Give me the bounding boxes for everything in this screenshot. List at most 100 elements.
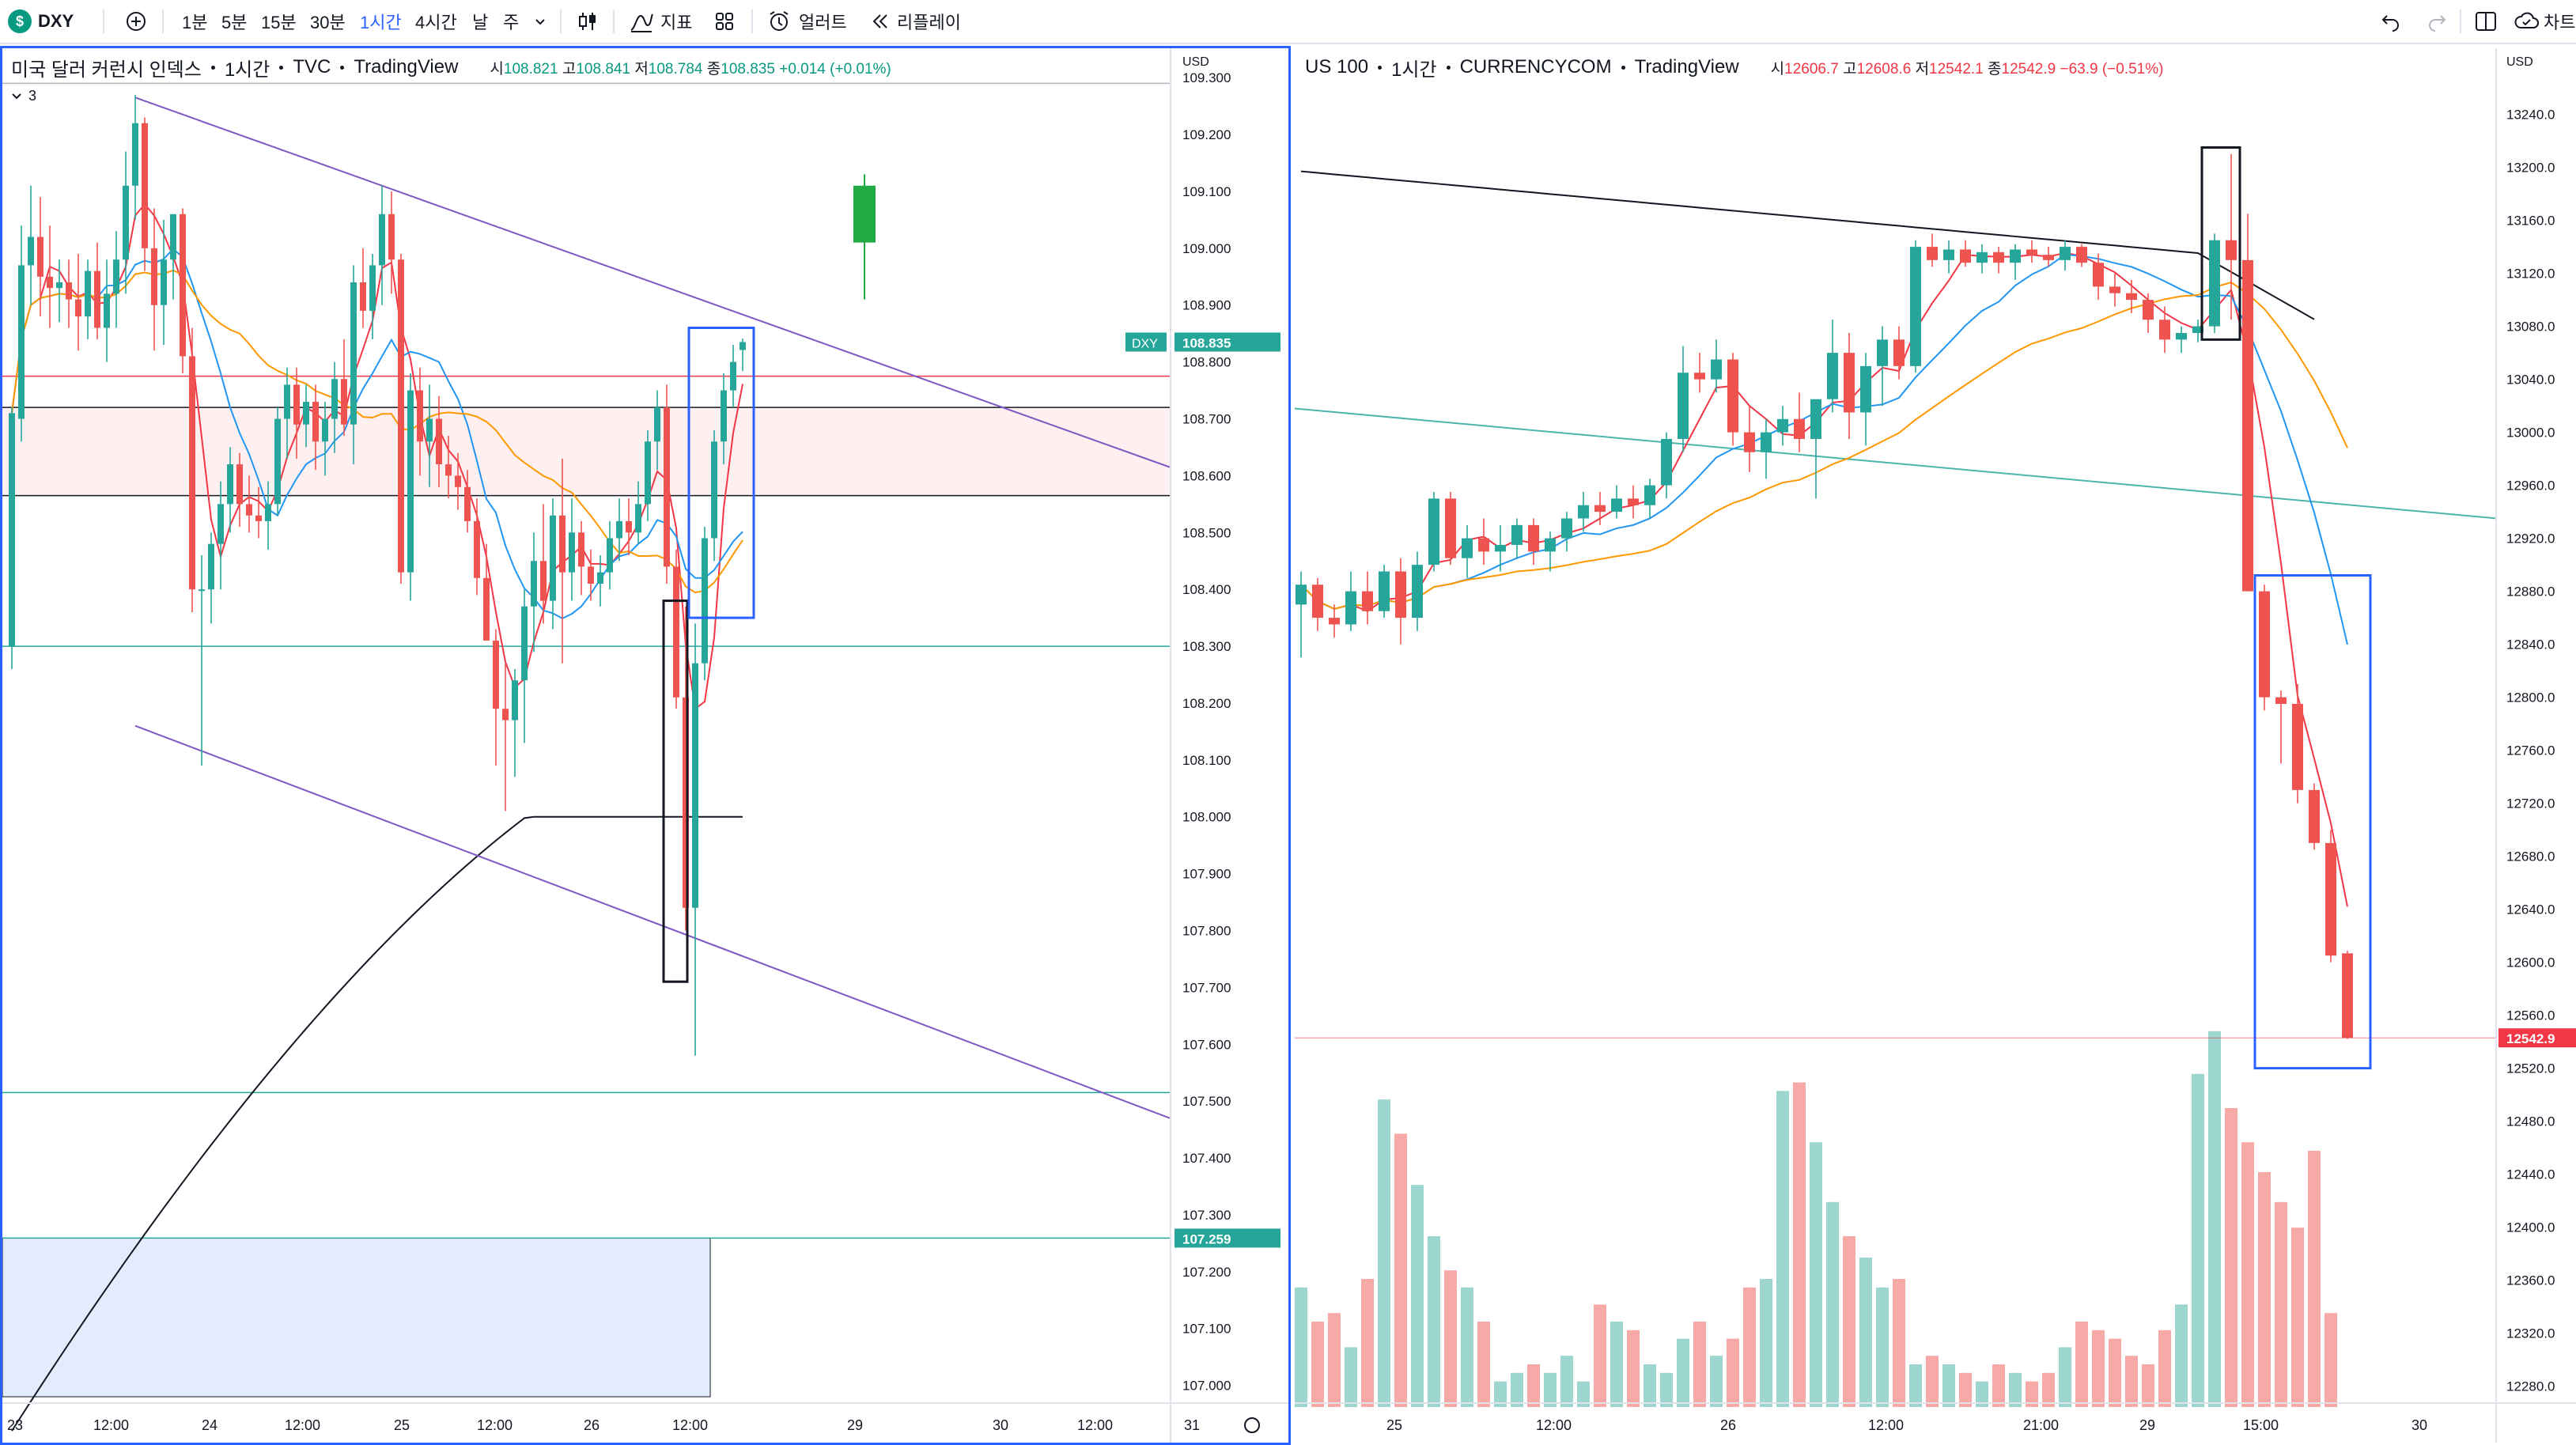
candle-body [1827, 353, 1838, 399]
close-label: 종 [706, 60, 721, 78]
candle-body [1511, 524, 1523, 545]
interval-30m[interactable]: 30분 [310, 13, 346, 32]
chart-save-button[interactable]: 차트 [2514, 0, 2575, 43]
indicator-collapse-toggle[interactable]: 3 [11, 84, 36, 108]
candle-body [9, 413, 15, 647]
chevron-down-icon[interactable] [534, 0, 547, 43]
layout-icon[interactable] [2474, 0, 2498, 43]
time-tick-label: 30 [993, 1417, 1008, 1433]
candle-body [512, 680, 518, 721]
interval-15m[interactable]: 15분 [261, 13, 297, 32]
price-tick-label: 13000.0 [2506, 426, 2555, 441]
price-tick-label: 108.400 [1182, 582, 1231, 597]
channel-upper-trendline[interactable] [134, 96, 1171, 468]
settings-gear-icon[interactable] [1244, 1417, 1260, 1433]
volume-bar [2125, 1356, 2138, 1407]
right-source: CURRENCYCOM [1459, 56, 1612, 78]
price-tick-label: 107.800 [1182, 924, 1231, 939]
candle-body [730, 361, 736, 391]
symbol-logo-icon[interactable]: $ [8, 9, 32, 33]
candle-body [236, 464, 243, 505]
interval-5m[interactable]: 5분 [221, 13, 248, 32]
candle-body [218, 504, 224, 544]
price-tick-label: 12800.0 [2506, 690, 2555, 705]
volume-bar [1411, 1185, 1424, 1407]
plus-circle-icon[interactable] [125, 0, 147, 43]
candle-body [588, 566, 594, 584]
price-tick-label: 12520.0 [2506, 1061, 2555, 1076]
candle-body [2292, 703, 2303, 790]
sma-fast-line [1300, 252, 2348, 907]
volume-bar [2009, 1372, 2022, 1407]
sma-fast-line [11, 202, 743, 710]
time-tick-label: 12:00 [477, 1417, 513, 1433]
candle-body [388, 214, 395, 260]
candle-body [1711, 359, 1722, 380]
candle-body [265, 504, 271, 521]
candle-body [132, 123, 138, 186]
volume-bar [1876, 1287, 1889, 1407]
interval-day[interactable]: 날 [472, 13, 489, 32]
volume-bar [2142, 1364, 2154, 1407]
candle-body [436, 418, 442, 465]
candle-body [360, 282, 366, 311]
time-tick-label: 12:00 [93, 1417, 129, 1433]
volume-bar [2275, 1201, 2287, 1407]
interval-4h[interactable]: 4시간 [415, 13, 457, 32]
candle-body [1594, 505, 1606, 513]
candle-body [2093, 263, 2104, 287]
redo-icon[interactable] [2427, 0, 2447, 43]
volume-bar [1461, 1287, 1473, 1407]
volume-bar [2109, 1338, 2121, 1407]
candle-body [1611, 498, 1622, 513]
candle-body [1976, 252, 1988, 263]
indicators-button[interactable]: 지표 [629, 0, 692, 43]
candle-body [56, 282, 62, 289]
volume-bar [1428, 1236, 1440, 1407]
candle-body [2275, 697, 2287, 704]
volume-bar [2075, 1322, 2088, 1407]
last-price-tag [2498, 1028, 2576, 1048]
candle-body [2242, 259, 2253, 592]
alert-button[interactable]: 얼러트 [767, 0, 847, 43]
left-symbol-title[interactable]: 미국 달러 커런시 인덱스 [11, 59, 202, 81]
channel-lower-trendline[interactable] [134, 724, 1171, 1119]
interval-week[interactable]: 주 [503, 13, 520, 32]
candles-icon[interactable] [576, 0, 600, 43]
candle-body [199, 589, 205, 592]
support-trendline[interactable] [1295, 407, 2498, 520]
candle-body [1794, 418, 1805, 439]
price-tick-label: 12680.0 [2506, 849, 2555, 864]
volume-bar [1295, 1287, 1307, 1407]
time-tick-label: 21:00 [2023, 1417, 2059, 1433]
candle-body [369, 265, 376, 311]
time-tick-label: 24 [202, 1417, 218, 1433]
candle-body [37, 236, 44, 277]
high-value: 108.841 [576, 60, 631, 78]
candle-body [1628, 498, 1639, 505]
sma-mid-line [11, 248, 743, 619]
sma-mid-line [1300, 253, 2348, 645]
candle-body [2209, 240, 2220, 327]
price-tick-label: 108.200 [1182, 696, 1231, 711]
right-price-chart[interactable]: USD 13240.0 13200.0 13160.0 13120.0 13080.0 13… [1295, 48, 2576, 1443]
candle-body [1495, 544, 1506, 552]
candle-body [1395, 571, 1406, 618]
time-tick-label: 26 [584, 1417, 600, 1433]
interval-1h[interactable]: 1시간 [360, 13, 402, 32]
candle-body [493, 640, 499, 709]
volume-bar [1394, 1133, 1407, 1407]
interval-1m[interactable]: 1분 [182, 13, 208, 32]
templates-icon[interactable] [713, 0, 736, 43]
replay-button[interactable]: 리플레이 [870, 0, 961, 43]
price-tick-label: 13200.0 [2506, 161, 2555, 176]
candle-body [1678, 373, 1689, 439]
symbol-search[interactable]: DXY [38, 11, 74, 31]
time-tick-label: 12:00 [672, 1417, 708, 1433]
right-symbol-title[interactable]: US 100 [1305, 56, 1369, 78]
undo-icon[interactable] [2381, 0, 2401, 43]
volume-bar [2092, 1330, 2105, 1407]
candle-body [1545, 538, 1556, 552]
volume-bar [1992, 1364, 2005, 1407]
